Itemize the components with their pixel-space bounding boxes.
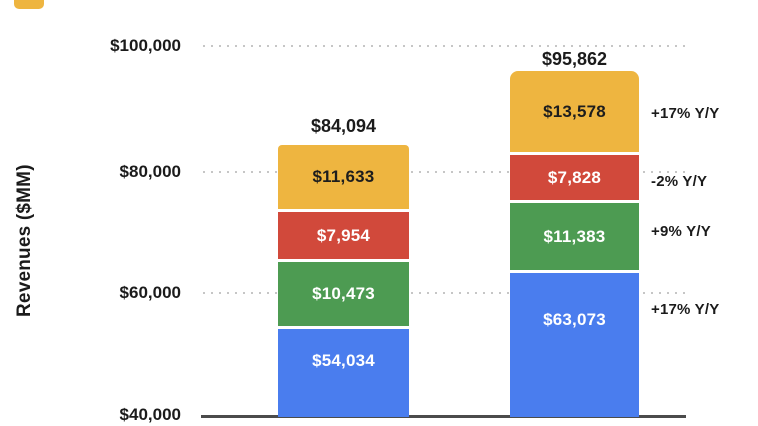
bar2-blue-segment: $63,073: [510, 273, 639, 417]
bar2-total-label: $95,862: [541, 49, 608, 69]
yoy-annotation-green: +9% Y/Y: [651, 223, 711, 240]
y-tick-100000: $100,000: [110, 36, 181, 55]
bar2-red-segment: $7,828: [510, 155, 639, 200]
y-tick-60000: $60,000: [119, 283, 181, 302]
legend-swatch-yellow-icon: [14, 0, 44, 9]
gridline-100000: [203, 45, 688, 47]
gridline-80000: [203, 171, 688, 173]
y-tick-80000: $80,000: [119, 162, 181, 181]
bar2-green-value: $11,383: [543, 226, 606, 246]
yoy-annotation-blue: +17% Y/Y: [651, 301, 720, 318]
bar2-yellow-segment: $13,578: [510, 71, 639, 152]
bar1-red-value: $7,954: [316, 225, 371, 245]
bar2-green-segment: $11,383: [510, 203, 639, 270]
bar1-yellow-value: $11,633: [312, 167, 375, 186]
bar1-red-segment: $7,954: [278, 212, 409, 259]
bar1-green-segment: $10,473: [278, 262, 409, 326]
bar2-red-value: $7,828: [547, 167, 602, 187]
bar2-blue-value: $63,073: [543, 310, 606, 329]
x-axis-line: [201, 415, 686, 418]
bar2-yellow-value: $13,578: [543, 101, 606, 121]
gridline-60000: [203, 292, 688, 294]
yoy-annotation-yellow: +17% Y/Y: [651, 105, 720, 122]
bar1-yellow-segment: $11,633: [278, 145, 409, 209]
bar1-green-value: $10,473: [312, 284, 375, 303]
bar1-total-label: $84,094: [310, 116, 377, 136]
y-tick-40000: $40,000: [119, 405, 181, 424]
bar1-blue-segment: $54,034: [278, 329, 409, 417]
bar1-blue-value: $54,034: [312, 351, 375, 370]
yoy-annotation-red: -2% Y/Y: [651, 173, 708, 190]
